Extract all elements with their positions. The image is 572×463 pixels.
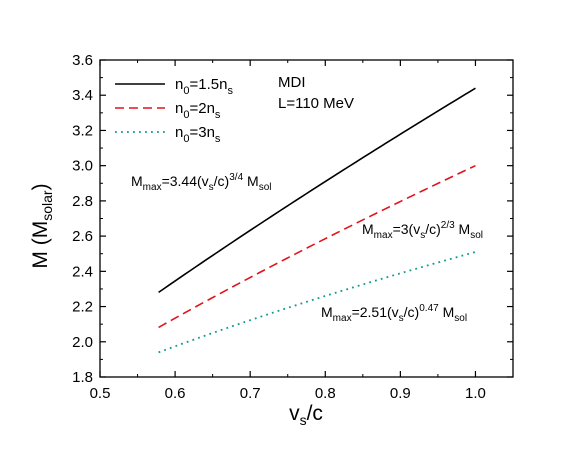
series-line-1 [158, 87, 476, 294]
x-tick-labels: 0.5 0.6 0.7 0.8 0.9 1.0 [90, 385, 486, 402]
legend-label-3: n0=3ns [175, 124, 221, 145]
x-tick-label-5: 1.0 [465, 385, 486, 402]
y-tick-label-6: 3.0 [72, 158, 93, 175]
legend-label-2: n0=2ns [175, 100, 221, 121]
y-tick-label-1: 2.0 [72, 334, 93, 351]
annotation-fit-3: Mmax=2.51(vs/c)0.47 Msol [321, 303, 467, 324]
x-tick-label-3: 0.8 [315, 385, 336, 402]
x-tick-label-4: 0.9 [390, 385, 411, 402]
legend: n0=1.5ns n0=2ns n0=3ns [115, 76, 233, 145]
info-model: MDI [278, 74, 306, 91]
series-line-2 [158, 164, 476, 329]
series-line-3 [158, 251, 476, 354]
x-tick-label-2: 0.7 [240, 385, 261, 402]
y-axis-title: M (Msolar) [29, 183, 55, 268]
y-tick-labels: 1.8 2.0 2.2 2.4 2.6 2.8 3.0 3.2 3.4 3.6 [72, 52, 93, 386]
y-tick-label-5: 2.8 [72, 193, 93, 210]
annotation-fit-1: Mmax=3.44(vs/c)3/4 Msol [131, 172, 272, 193]
x-axis-title: vs/c [289, 402, 323, 428]
y-tick-label-8: 3.4 [72, 87, 93, 104]
y-tick-label-9: 3.6 [72, 52, 93, 69]
axis-ticks [99, 59, 513, 378]
annotation-fit-2: Mmax=3(vs/c)2/3 Msol [362, 220, 483, 241]
x-tick-label-0: 0.5 [90, 385, 111, 402]
y-tick-label-2: 2.2 [72, 299, 93, 316]
y-tick-label-0: 1.8 [72, 369, 93, 386]
y-tick-label-7: 3.2 [72, 122, 93, 139]
y-tick-label-4: 2.6 [72, 228, 93, 245]
series-group [158, 87, 476, 354]
info-symmetry-energy: L=110 MeV [278, 95, 354, 112]
x-tick-label-1: 0.6 [165, 385, 186, 402]
legend-label-1: n0=1.5ns [175, 76, 233, 97]
y-tick-label-3: 2.4 [72, 263, 93, 280]
